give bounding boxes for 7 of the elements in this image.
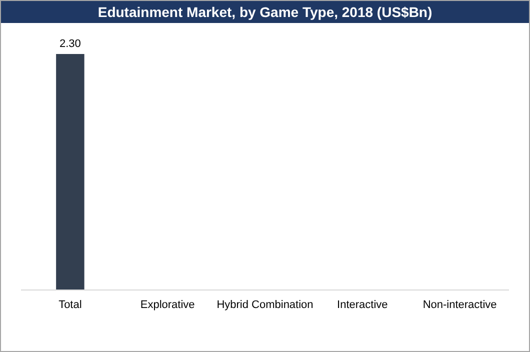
x-tick-label: Hybrid Combination [216, 299, 314, 311]
x-tick-label: Non-interactive [422, 299, 497, 311]
chart-title: Edutainment Market, by Game Type, 2018 (US$Bn) [98, 4, 432, 20]
data-label: 2.30 [59, 38, 81, 50]
x-tick-label: Total [58, 299, 82, 311]
x-tick-label: Interactive [337, 299, 388, 311]
x-tick-label: Explorative [140, 299, 195, 311]
